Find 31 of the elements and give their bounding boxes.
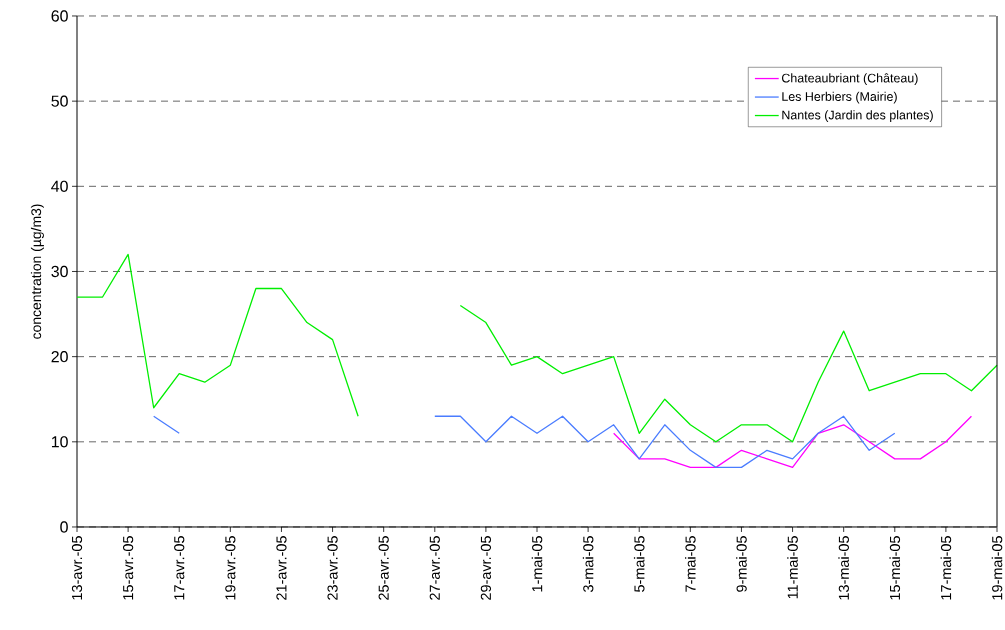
x-tick-label: 5-mai-05	[633, 536, 645, 592]
x-tick-label: 19-avr.-05	[225, 536, 236, 600]
x-tick-label: 15-avr.-05	[123, 536, 134, 600]
y-axis-title: concentration (µg/m3)	[30, 204, 44, 339]
x-tick-label: 17-mai-05	[940, 536, 952, 600]
y-tick-label: 20	[51, 351, 68, 363]
x-tick-label: 11-mai-05	[787, 536, 798, 599]
legend-label: Chateaubriant (Château)	[781, 73, 918, 85]
y-tick-label: 50	[51, 95, 68, 107]
y-tick-label: 40	[51, 180, 68, 192]
x-tick-label: 15-mai-05	[889, 536, 901, 600]
x-tick-label: 25-avr.-05	[378, 536, 389, 600]
x-tick-label: 21-avr.-05	[276, 536, 287, 600]
x-tick-label: 13-mai-05	[838, 536, 849, 600]
legend-label: Les Herbiers (Mairie)	[782, 91, 897, 104]
line-series	[613, 415, 973, 469]
y-tick-label: 0	[60, 521, 68, 533]
x-tick-label: 9-mai-05	[736, 536, 747, 592]
x-tick-label: 13-avr.-05	[71, 536, 83, 600]
x-tick-label: 29-avr.-05	[480, 536, 492, 600]
legend-label: Nantes (Jardin des plantes)	[782, 110, 933, 122]
x-tick-label: 3-mai-05	[582, 536, 594, 592]
y-tick-label: 60	[51, 10, 68, 22]
y-tick-label: 30	[51, 265, 68, 278]
x-tick-label: 17-avr.-05	[174, 536, 185, 600]
x-tick-label: 27-avr.-05	[429, 536, 440, 600]
x-tick-label: 19-mai-05	[991, 536, 1003, 600]
x-tick-label: 7-mai-05	[685, 536, 696, 592]
x-tick-label: 1-mai-05	[531, 536, 543, 592]
y-tick-label: 10	[51, 436, 68, 448]
x-tick-label: 23-avr.-05	[327, 536, 338, 600]
